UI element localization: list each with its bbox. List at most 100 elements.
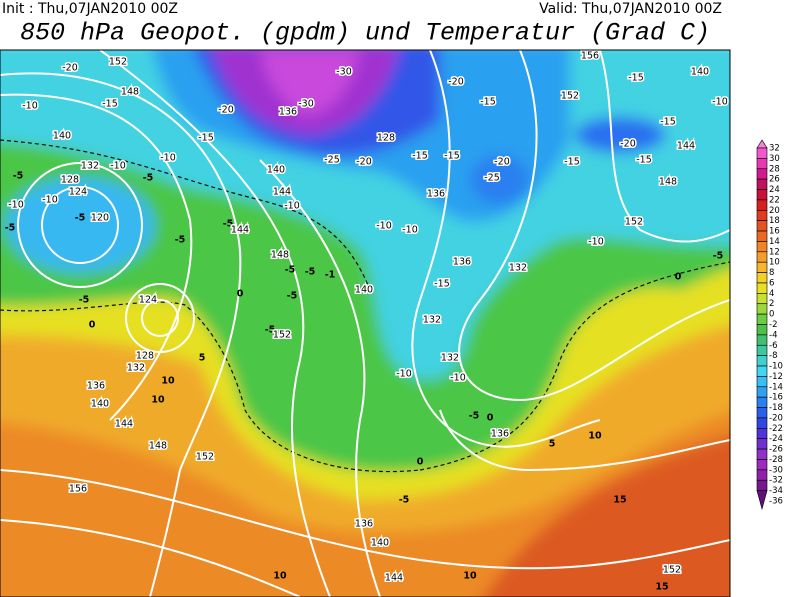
geopotential-contours [0,50,730,597]
color-bar-label: 28 [769,164,780,174]
color-bar-cell [756,158,768,170]
color-bar-label: 24 [769,185,780,195]
contour-label: -10 [284,201,300,212]
contour-label: 120 [91,213,109,224]
contour-label: 128 [377,133,395,144]
contour-label: -15 [412,151,428,162]
contour-label: 5 [199,353,206,364]
color-bar-label: -24 [769,434,783,444]
contour-label: -30 [336,67,352,78]
color-bar-cell [756,209,768,221]
color-bar-label: 22 [769,195,780,205]
color-bar-cell [756,220,768,232]
color-bar-label: -36 [769,497,783,507]
contour-label: -15 [564,157,580,168]
color-bar-label: -30 [769,465,783,475]
init-time: Init : Thu,07JAN2010 00Z [2,1,178,17]
contour-label: 152 [561,91,579,102]
color-bar-cell [756,313,768,325]
contour-label: -5 [287,291,298,302]
contour-label: 148 [121,87,139,98]
contour-label: 140 [91,399,109,410]
color-bar-cell [756,459,768,471]
color-bar-cell [756,428,768,440]
color-bar-cell [756,251,768,263]
color-bar-label: 14 [769,237,780,247]
color-bar-cell [756,386,768,398]
contour-label: -10 [376,221,392,232]
contour-label: -5 [285,265,296,276]
color-bar-label: -10 [769,362,783,372]
color-bar-label: 20 [769,206,780,216]
contour-label: 140 [691,67,709,78]
color-bar-cell [756,230,768,242]
contour-label: -15 [480,97,496,108]
contour-label: -5 [469,411,480,422]
color-bar-label: -4 [769,330,777,340]
contour-label: -5 [713,251,724,262]
color-bar-label: -34 [769,486,783,496]
contour-label: 140 [355,285,373,296]
contour-label: -15 [434,279,450,290]
contour-label: 144 [385,573,403,584]
contour-label: 0 [417,457,424,468]
color-bar-cell [756,303,768,315]
contour-label: -30 [298,99,314,110]
color-bar-label: 6 [769,278,774,288]
color-bar-label: 16 [769,227,780,237]
color-bar-cell [756,355,768,367]
color-bar-label: -22 [769,424,783,434]
contour-label: -20 [62,63,78,74]
color-bar-label: 32 [769,144,780,154]
color-bar-cell [756,282,768,294]
contour-label: 136 [453,257,471,268]
color-bar-cell [756,178,768,190]
color-bar: 32302826242220181614121086420-2-4-6-8-10… [756,139,783,511]
contour-label: -10 [8,200,24,211]
color-bar-cell [756,376,768,388]
color-bar-label: -8 [769,351,777,361]
contour-label: 10 [588,431,602,442]
contour-label: -20 [218,105,234,116]
contour-label: -15 [628,73,644,84]
contour-label: 144 [115,419,133,430]
contour-label: -10 [396,369,412,380]
contour-label: 136 [279,107,297,118]
contour-label: -15 [660,117,676,128]
color-bar-cell [756,261,768,273]
contour-label: 144 [677,141,695,152]
color-bar-cell [756,189,768,201]
color-bar-cap [756,139,768,149]
contour-label: 136 [87,381,105,392]
contour-label: 15 [613,495,626,506]
contour-label: 10 [273,571,287,582]
color-bar-cell [756,344,768,356]
color-bar-label: 26 [769,175,780,185]
color-bar-label: 0 [769,310,774,320]
contour-label: 10 [151,395,165,406]
contour-label: -20 [494,157,510,168]
contour-label: 140 [371,538,389,549]
color-bar-cell [756,241,768,253]
contour-label: -20 [356,157,372,168]
color-bar-cell [756,407,768,419]
contour-label: 148 [149,441,167,452]
contour-label: -10 [588,237,604,248]
contour-label: -10 [42,195,58,206]
color-bar-label: 12 [769,247,780,257]
contour-label: 156 [581,51,599,62]
contour-label: -5 [305,267,316,278]
temperature-isotherms [0,139,730,473]
contour-label: -10 [712,97,728,108]
temperature-field [0,50,730,597]
contour-label: -15 [444,151,460,162]
contour-label: -25 [484,173,500,184]
contour-label: 128 [61,175,79,186]
color-bar-cell [756,396,768,408]
contour-label: 140 [267,165,285,176]
contour-label: -25 [324,155,340,166]
contour-label: 132 [81,161,99,172]
color-bar-label: -28 [769,455,783,465]
contour-label: -15 [198,133,214,144]
